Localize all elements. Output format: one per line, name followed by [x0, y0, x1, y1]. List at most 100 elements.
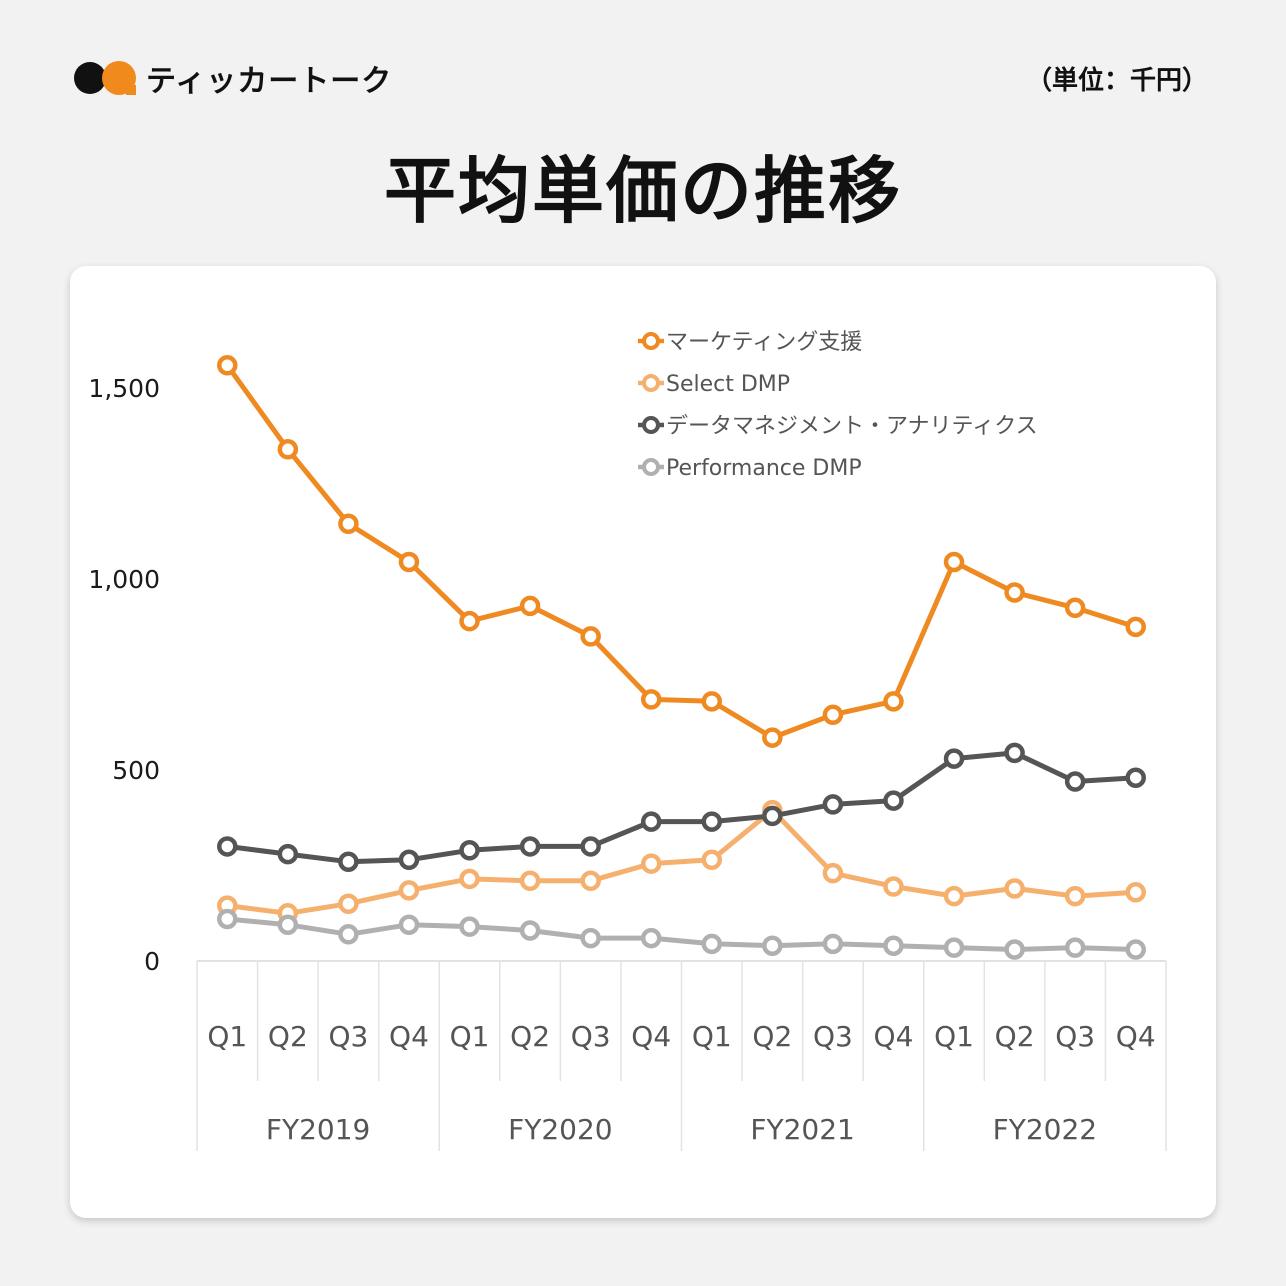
x-tick-label: Q1: [692, 1020, 732, 1053]
brand: ティッカートーク: [74, 58, 392, 99]
data-point: [519, 870, 541, 892]
page-title: 平均単価の推移: [383, 149, 902, 233]
data-point: [822, 794, 844, 815]
legend-label: マーケティング支援: [666, 330, 862, 355]
data-point: [1125, 882, 1146, 903]
legend-marker: [642, 374, 660, 392]
data-point: [822, 862, 844, 884]
y-tick-label: 500: [112, 756, 160, 785]
data-point: [519, 595, 541, 617]
data-point: [459, 840, 480, 861]
data-point: [640, 927, 662, 949]
data-point: [398, 849, 420, 871]
data-point: [519, 836, 541, 857]
series-line: [224, 916, 1139, 952]
legend-item: Select DMP: [638, 372, 790, 397]
series-line: [224, 750, 1139, 865]
series-line: [224, 362, 1139, 741]
data-point: [943, 937, 965, 958]
data-point: [640, 689, 662, 710]
y-tick-label: 1,000: [88, 565, 160, 594]
data-point: [883, 876, 904, 897]
data-point: [1125, 939, 1146, 960]
x-group-label: FY2019: [266, 1113, 370, 1146]
data-point: [1064, 885, 1086, 907]
data-point: [217, 355, 238, 376]
data-point: [1004, 742, 1025, 764]
x-tick-label: Q2: [995, 1020, 1035, 1053]
x-tick-label: Q2: [510, 1020, 550, 1053]
legend-marker: [642, 332, 660, 350]
legend-item: データマネジメント・アナリティクス: [638, 414, 1038, 439]
data-point: [1125, 616, 1146, 638]
x-group-label: FY2022: [993, 1113, 1097, 1146]
x-tick-label: Q2: [268, 1020, 308, 1053]
legend-item: Performance DMP: [638, 456, 862, 481]
data-point: [580, 927, 601, 949]
data-point: [943, 551, 965, 573]
data-point: [1064, 771, 1086, 792]
data-point: [943, 885, 965, 907]
data-point: [701, 849, 723, 871]
data-point: [338, 924, 359, 945]
x-group-label: FY2021: [750, 1113, 854, 1146]
x-tick-label: Q1: [207, 1020, 247, 1053]
data-point: [338, 513, 359, 535]
data-point: [277, 843, 299, 865]
y-tick-label: 1,500: [88, 374, 160, 403]
data-point: [580, 626, 601, 647]
data-point: [398, 551, 420, 573]
x-tick-label: Q1: [450, 1020, 490, 1053]
unit-label: （単位：千円）: [1025, 66, 1208, 96]
y-tick-label: 0: [144, 947, 160, 976]
data-point: [338, 893, 359, 914]
data-point: [640, 811, 662, 832]
legend-marker: [642, 416, 660, 434]
data-point: [277, 914, 299, 935]
x-group-label: FY2020: [508, 1113, 612, 1146]
chart-card: 0 500 1,000 1,500 Q1 Q2 Q3 Q4 Q1 Q2 Q3 Q4 Q1 Q2 Q3 Q4 Q1…: [70, 266, 1216, 1218]
data-point: [398, 880, 420, 901]
data-point: [1064, 597, 1086, 619]
x-tick-label: Q4: [874, 1020, 914, 1053]
x-tick-label: Q3: [813, 1020, 853, 1053]
x-tick-label: Q4: [389, 1020, 429, 1053]
data-point: [883, 935, 904, 956]
data-point: [1004, 939, 1025, 960]
data-point: [1125, 767, 1146, 788]
x-tick-label: Q4: [1116, 1020, 1156, 1053]
legend-item: マーケティング支援: [638, 330, 862, 355]
series-4: [217, 908, 1146, 960]
brand-logo-icon: [74, 58, 136, 98]
legend-label: Select DMP: [666, 372, 790, 397]
data-point: [701, 691, 723, 712]
x-tick-label: Q2: [752, 1020, 792, 1053]
data-point: [398, 914, 420, 935]
data-point: [580, 870, 601, 892]
data-point: [883, 790, 904, 811]
series-line: [224, 807, 1139, 916]
x-tick-label: Q3: [571, 1020, 611, 1053]
data-point: [1064, 937, 1086, 958]
data-point: [701, 811, 723, 832]
data-point: [338, 851, 359, 872]
data-point: [277, 439, 299, 460]
data-point: [762, 727, 783, 748]
data-point: [459, 610, 480, 632]
data-point: [762, 935, 783, 956]
data-point: [217, 836, 238, 857]
line-chart: 0 500 1,000 1,500 Q1 Q2 Q3 Q4 Q1 Q2 Q3 Q4 Q1 Q2 Q3 Q4 Q1…: [88, 330, 1167, 1151]
data-point: [822, 933, 844, 955]
data-point: [459, 868, 480, 890]
series-1: [217, 355, 1146, 748]
data-point: [762, 805, 783, 827]
data-point: [1004, 878, 1025, 899]
data-point: [519, 920, 541, 941]
x-tick-label: Q1: [934, 1020, 974, 1053]
x-tick-label: Q3: [328, 1020, 368, 1053]
legend-label: データマネジメント・アナリティクス: [666, 414, 1038, 439]
data-point: [580, 836, 601, 857]
series-2: [217, 799, 1146, 924]
data-point: [459, 916, 480, 937]
series-3: [217, 742, 1146, 872]
